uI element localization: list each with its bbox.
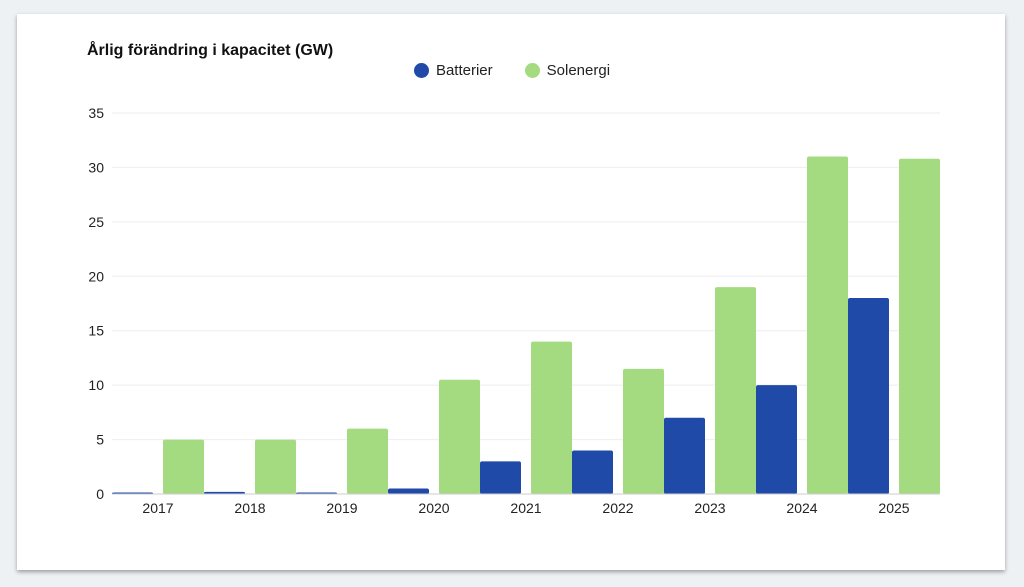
legend-item-solenergi[interactable]: Solenergi — [524, 62, 611, 79]
legend-swatch-solenergi — [524, 63, 540, 78]
x-tick-label: 2017 — [142, 500, 173, 516]
bar-solenergi-2018 — [255, 439, 296, 494]
y-tick-label: 25 — [88, 214, 104, 230]
legend-item-batterier[interactable]: Batterier — [413, 62, 493, 79]
bar-solenergi-2024 — [807, 156, 848, 495]
bar-batterier-2024 — [756, 385, 797, 494]
bar-solenergi-2025 — [899, 158, 940, 494]
legend-label-batterier: Batterier — [435, 62, 493, 79]
x-tick-label: 2024 — [786, 500, 817, 516]
x-tick-label: 2023 — [694, 500, 725, 516]
chart-legend: Batterier Solenergi — [0, 62, 1024, 79]
y-tick-label: 15 — [88, 323, 104, 339]
x-tick-label: 2019 — [326, 500, 357, 516]
bar-solenergi-2020 — [439, 379, 480, 494]
x-tick-label: 2018 — [234, 500, 265, 516]
legend-swatch-batterier — [413, 63, 429, 78]
bar-solenergi-2021 — [531, 341, 572, 494]
x-tick-label: 2021 — [510, 500, 541, 516]
bar-batterier-2022 — [572, 450, 613, 494]
x-tick-label: 2025 — [878, 500, 909, 516]
bar-solenergi-2019 — [347, 428, 388, 494]
y-tick-label: 35 — [88, 105, 104, 121]
y-tick-label: 20 — [88, 268, 104, 284]
bar-batterier-2023 — [664, 417, 705, 494]
x-tick-label: 2020 — [418, 500, 449, 516]
bar-solenergi-2023 — [715, 287, 756, 494]
bar-batterier-2018 — [204, 491, 245, 494]
legend-label-solenergi: Solenergi — [546, 62, 611, 79]
bar-solenergi-2022 — [623, 368, 664, 494]
bar-batterier-2025 — [848, 298, 889, 494]
bar-batterier-2020 — [388, 488, 429, 494]
y-tick-label: 10 — [88, 377, 104, 393]
y-tick-label: 30 — [88, 159, 104, 175]
x-tick-label: 2022 — [602, 500, 633, 516]
bar-solenergi-2017 — [163, 439, 204, 494]
bar-batterier-2021 — [480, 461, 521, 494]
chart-title: Årlig förändring i kapacitet (GW) — [87, 42, 334, 59]
y-tick-label: 5 — [96, 432, 104, 448]
y-tick-label: 0 — [96, 486, 104, 502]
